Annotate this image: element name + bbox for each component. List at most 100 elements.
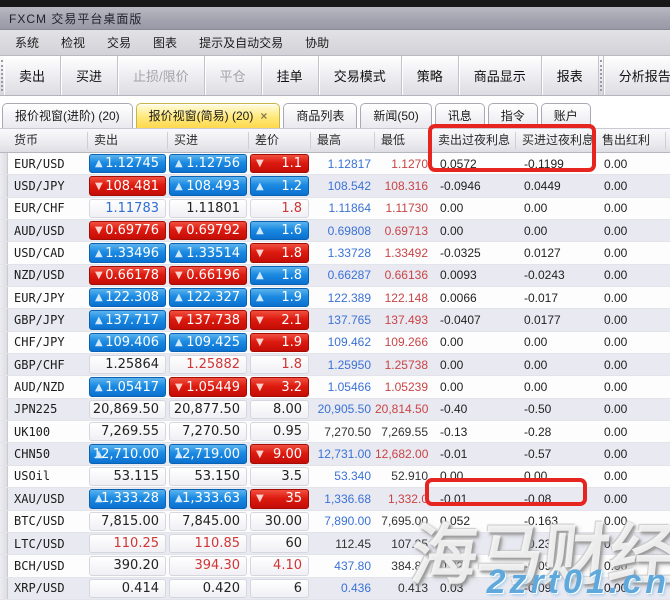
menu-item-4[interactable]: 图表 [153, 35, 178, 50]
sell-price-button[interactable]: 20,869.50 [89, 399, 166, 420]
spread-button[interactable]: ▼ 1.8 [250, 243, 309, 263]
sell-price-button[interactable]: ▲ 1,333.28 [89, 489, 166, 509]
column-header-4[interactable]: 差价 [249, 132, 311, 149]
menu-item-2[interactable]: 检视 [61, 35, 86, 50]
buy-price-button[interactable]: ▲ 1.12756 [169, 154, 247, 174]
toolbar-button-5[interactable]: 挂单 [261, 56, 319, 95]
sell-price-button[interactable]: ▲ 1.12745 [89, 154, 166, 174]
sell-price-button[interactable]: ▲ 122.308 [89, 288, 166, 308]
spread-button[interactable]: 8.00 [250, 399, 309, 420]
sell-price-button[interactable]: 0.414 [89, 578, 166, 598]
spread-button[interactable]: 0.95 [250, 422, 309, 442]
sell-price-button[interactable]: 53.115 [89, 466, 166, 487]
toolbar-button-7[interactable]: 策略 [401, 56, 459, 95]
spread-button[interactable]: ▼ 35 [250, 489, 309, 509]
buy-price-button[interactable]: ▼ 1.05449 [169, 377, 247, 397]
sell-price-button[interactable]: 7,269.55 [89, 422, 166, 442]
spread-button[interactable]: ▲ 1.6 [250, 221, 309, 241]
column-header-3[interactable]: 买进 [168, 132, 249, 149]
toolbar-button-2[interactable]: 买进 [61, 56, 119, 95]
quote-row-usdjpy: USD/JPY ▼ 108.481 ▲ 108.493 ▲ 1.2 108.542 108.31… [0, 175, 670, 198]
sell-price-button[interactable]: 7,815.00 [89, 511, 166, 531]
spread-button[interactable]: ▼ 9.00 [250, 444, 309, 464]
spread-button[interactable]: ▼ 1.1 [250, 154, 309, 174]
sell-dividend-value: 0.00 [604, 558, 628, 573]
buy-price-button[interactable]: 0.420 [169, 578, 247, 598]
high-value: 112.45 [335, 536, 371, 551]
buy-price-button[interactable]: 1.25882 [169, 355, 247, 375]
buy-price-button[interactable]: 1.11801 [169, 198, 247, 219]
sell-price-button[interactable]: 110.25 [89, 533, 166, 554]
toolbar-grip-icon[interactable] [1, 60, 3, 91]
buy-price-button[interactable]: ▲ 108.493 [169, 176, 247, 196]
sell-price-button[interactable]: 1.25864 [89, 355, 166, 375]
buy-price-button[interactable]: ▼ 0.69792 [169, 221, 247, 241]
sell-price-button[interactable]: ▲ 1.33496 [89, 243, 166, 263]
spread-button[interactable]: 1.8 [250, 355, 309, 375]
buy-price-button[interactable]: ▲ 109.425 [169, 332, 247, 353]
sell-price-button[interactable]: 1.11783 [89, 198, 166, 219]
tab-1[interactable]: 报价视窗(进阶) (20) [2, 103, 133, 128]
column-header-1[interactable]: 货币 [8, 132, 88, 149]
toolbar-button-9[interactable]: 报表 [541, 56, 599, 95]
sell-price-button[interactable]: ▲ 12,710.00 [89, 444, 166, 464]
column-header-7[interactable]: 卖出过夜利息 [432, 132, 516, 149]
sell-rollover-value: -0.0407 [440, 313, 481, 328]
buy-price-button[interactable]: 110.85 [169, 533, 247, 554]
toolbar-button-6[interactable]: 交易模式 [318, 56, 402, 95]
sell-price-button[interactable]: ▲ 137.717 [89, 310, 166, 330]
buy-price-button[interactable]: 20,877.50 [169, 399, 247, 420]
spread-button[interactable]: 60 [250, 533, 309, 554]
tab-6[interactable]: 指令 [487, 103, 538, 128]
toolbar-button-8[interactable]: 商品显示 [458, 56, 542, 95]
column-header-9[interactable]: 售出红利 [596, 132, 666, 149]
sell-price-button[interactable]: ▼ 0.66178 [89, 265, 166, 286]
spread-button[interactable]: ▼ 2.1 [250, 310, 309, 330]
spread-button[interactable]: ▲ 1.8 [250, 265, 309, 286]
column-header-2[interactable]: 卖出 [88, 132, 168, 149]
tab-4[interactable]: 新闻(50) [360, 103, 432, 128]
buy-price-button[interactable]: 394.30 [169, 556, 247, 576]
tab-2[interactable]: 报价视窗(简易) (20) × [135, 103, 281, 128]
spread-button[interactable]: 1.8 [250, 198, 309, 219]
menu-item-3[interactable]: 交易 [107, 35, 132, 50]
sell-price-button[interactable]: ▲ 109.406 [89, 332, 166, 353]
spread-button[interactable]: 6 [250, 578, 309, 598]
buy-price-button[interactable]: ▲ 122.327 [169, 288, 247, 308]
column-header-8[interactable]: 买进过夜利息 [516, 132, 596, 149]
title-bar[interactable]: FXCM 交易平台桌面版 [0, 7, 670, 30]
menu-item-6[interactable]: 协助 [305, 35, 330, 50]
sell-price-button[interactable]: ▼ 0.69776 [89, 221, 166, 241]
buy-price-button[interactable]: ▲ 12,719.00 [169, 444, 247, 464]
price-value: 30.00 [264, 513, 302, 529]
spread-button[interactable]: ▼ 3.2 [250, 377, 309, 397]
close-icon[interactable]: × [260, 109, 268, 123]
tab-3[interactable]: 商品列表 [283, 103, 358, 128]
spread-button[interactable]: 30.00 [250, 511, 309, 531]
menu-item-1[interactable]: 系统 [15, 35, 40, 50]
spread-button[interactable]: ▲ 1.2 [250, 176, 309, 196]
tab-5[interactable]: 讯息 [434, 103, 485, 128]
spread-button[interactable]: ▼ 1.9 [250, 332, 309, 353]
spread-button[interactable]: 3.5 [250, 466, 309, 487]
buy-price-button[interactable]: 53.150 [169, 466, 247, 487]
buy-price-button[interactable]: 7,845.00 [169, 511, 247, 531]
toolbar-button-1[interactable]: 卖出 [4, 56, 62, 95]
buy-price-button[interactable]: ▲ 1,333.63 [169, 489, 247, 509]
spread-button[interactable]: 4.10 [250, 556, 309, 576]
sell-price-button[interactable]: ▼ 108.481 [89, 176, 166, 196]
sell-price-button[interactable]: 390.20 [89, 556, 166, 576]
column-header-6[interactable]: 最低 [375, 132, 432, 149]
sell-price-button[interactable]: ▲ 1.05417 [89, 377, 166, 397]
high-value: 1,336.68 [324, 491, 371, 506]
buy-price-button[interactable]: ▲ 1.33514 [169, 243, 247, 263]
column-header-5[interactable]: 最高 [311, 132, 375, 149]
buy-price-button[interactable]: 7,270.50 [169, 422, 247, 442]
toolbar-button-analysis-report[interactable]: 分析报告 [602, 56, 670, 95]
tab-7[interactable]: 账户 [540, 103, 591, 128]
spread-button[interactable]: ▲ 1.9 [250, 288, 309, 308]
menu-item-5[interactable]: 提示及自动交易 [199, 35, 284, 50]
buy-price-button[interactable]: ▼ 0.66196 [169, 265, 247, 286]
toolbar-grip-icon-2[interactable] [599, 60, 602, 91]
buy-price-button[interactable]: ▼ 137.738 [169, 310, 247, 330]
